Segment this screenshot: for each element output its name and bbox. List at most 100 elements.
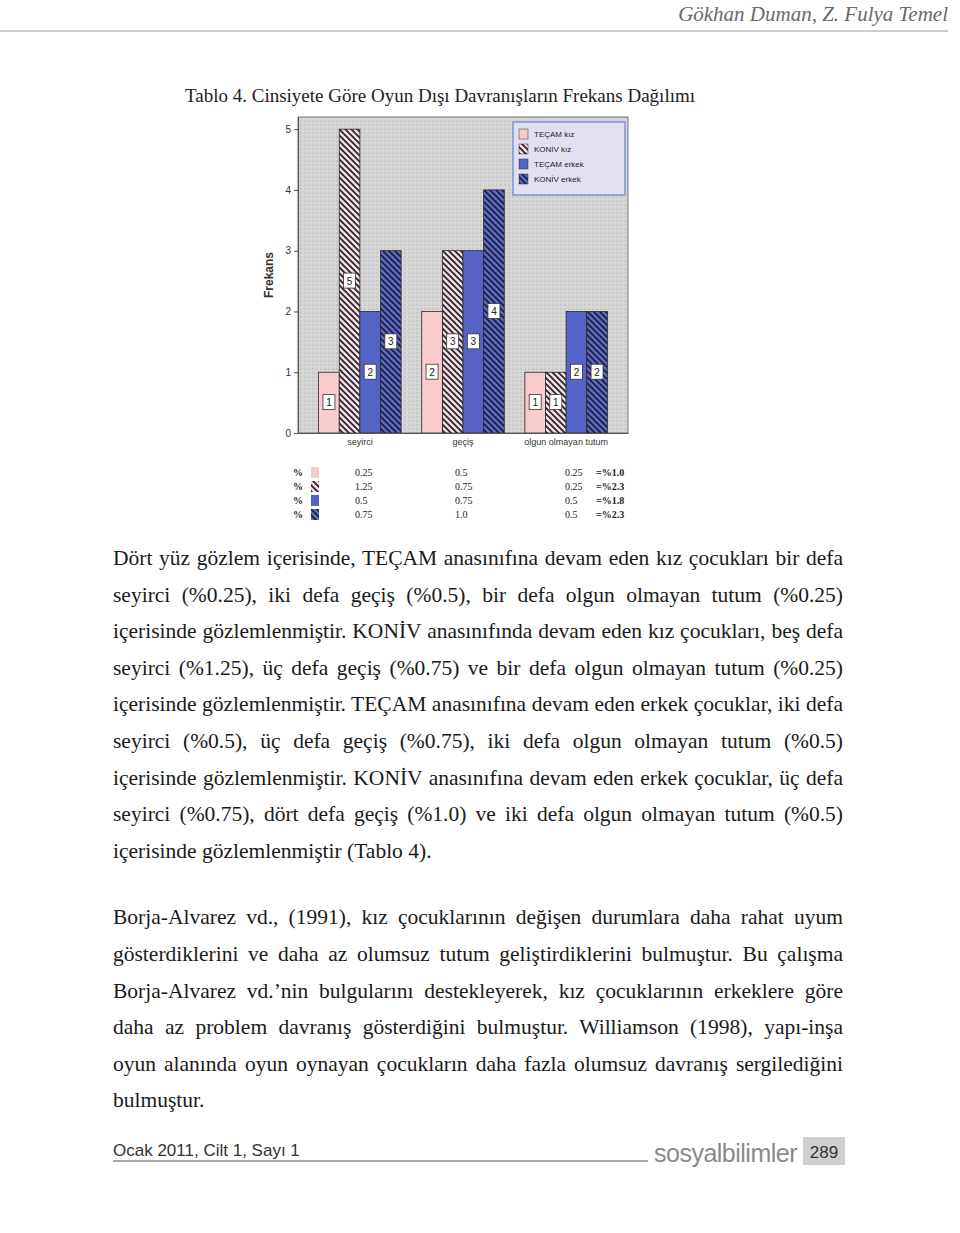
data-label-box bbox=[550, 395, 562, 410]
data-label-box bbox=[364, 364, 376, 379]
data-label-box bbox=[591, 364, 603, 379]
y-tick-label: 4 bbox=[285, 185, 291, 196]
bar bbox=[360, 311, 381, 433]
footer-rule bbox=[113, 1161, 648, 1162]
bar bbox=[566, 311, 587, 433]
data-label: 2 bbox=[367, 367, 373, 378]
data-label: 2 bbox=[429, 367, 435, 378]
data-label-box bbox=[344, 273, 356, 288]
percent-swatch bbox=[311, 481, 319, 492]
bar bbox=[422, 311, 443, 433]
bar bbox=[463, 251, 484, 433]
percent-cell: 1.25 bbox=[355, 481, 373, 492]
percent-symbol: % bbox=[293, 481, 303, 492]
percent-total: =%2.3 bbox=[596, 509, 624, 520]
data-labels: 121531232342 bbox=[323, 273, 603, 410]
y-tick: 4 bbox=[285, 185, 298, 196]
legend: TEÇAM kızKONİV kızTEÇAM erkekKONİV erkek bbox=[513, 122, 625, 195]
data-label-box bbox=[467, 334, 479, 349]
y-tick-mark bbox=[294, 372, 298, 373]
bar bbox=[381, 251, 402, 433]
y-tick-label: 0 bbox=[285, 428, 291, 439]
percent-cell: 0.25 bbox=[355, 467, 373, 478]
y-tick-mark bbox=[294, 190, 298, 191]
y-tick-mark bbox=[294, 311, 298, 312]
x-axis-line bbox=[299, 433, 629, 434]
header-authors: Gökhan Duman, Z. Fulya Temel bbox=[678, 2, 948, 26]
plot-frame bbox=[298, 117, 628, 433]
percent-symbol: % bbox=[293, 467, 303, 478]
percent-cell: 1.0 bbox=[455, 509, 468, 520]
percent-cell: 0.5 bbox=[355, 495, 368, 506]
legend-swatch bbox=[519, 174, 528, 184]
data-label-box bbox=[385, 334, 397, 349]
data-label-box bbox=[529, 395, 541, 410]
bars bbox=[319, 129, 608, 433]
data-label-box bbox=[323, 395, 335, 410]
legend-swatch bbox=[519, 159, 528, 169]
percent-cell: 0.5 bbox=[565, 495, 578, 506]
data-label: 1 bbox=[553, 397, 559, 408]
legend-swatch bbox=[519, 144, 528, 154]
data-label: 3 bbox=[388, 336, 394, 347]
x-tick-label: olgun olmayan tutum bbox=[524, 437, 608, 447]
bar bbox=[587, 311, 608, 433]
percent-total: =%2.3 bbox=[596, 481, 624, 492]
paragraph: Dört yüz gözlem içerisinde, TEÇAM anasın… bbox=[113, 540, 843, 869]
bar bbox=[484, 190, 505, 433]
data-label: 3 bbox=[450, 336, 456, 347]
percent-total: =%1.8 bbox=[596, 495, 624, 506]
y-tick: 5 bbox=[285, 124, 298, 135]
legend-label: KONİV erkek bbox=[534, 175, 582, 184]
percent-cell: 0.75 bbox=[455, 495, 473, 506]
legend-label: TEÇAM erkek bbox=[534, 160, 585, 169]
data-label: 1 bbox=[532, 397, 538, 408]
percent-cell: 0.25 bbox=[565, 481, 583, 492]
percent-swatch bbox=[311, 509, 319, 520]
bar bbox=[546, 372, 567, 433]
bar bbox=[339, 129, 360, 433]
paragraph: Borja-Alvarez vd., (1991), kız çocukları… bbox=[113, 899, 843, 1119]
bar bbox=[442, 251, 463, 433]
legend-swatch bbox=[519, 129, 528, 139]
footer-journal: sosyalbilimler bbox=[654, 1139, 797, 1167]
y-tick: 1 bbox=[285, 367, 298, 378]
y-tick: 3 bbox=[285, 245, 298, 256]
footer-page: 289 bbox=[810, 1143, 838, 1162]
x-tick-label: geçiş bbox=[452, 437, 474, 447]
percent-cell: 0.5 bbox=[455, 467, 468, 478]
data-label: 1 bbox=[326, 397, 332, 408]
data-label-box bbox=[426, 364, 438, 379]
page-graphics: Gökhan Duman, Z. Fulya Temel Tablo 4. Cin… bbox=[0, 0, 960, 1233]
data-label: 5 bbox=[347, 276, 353, 287]
data-label: 2 bbox=[594, 367, 600, 378]
bar bbox=[525, 372, 546, 433]
page: Gökhan Duman, Z. Fulya Temel Tablo 4. Cin… bbox=[0, 0, 960, 1233]
data-label-box bbox=[488, 303, 500, 318]
footer-page-box bbox=[803, 1137, 845, 1165]
legend-box bbox=[513, 122, 625, 195]
body-text: Dört yüz gözlem içerisinde, TEÇAM anasın… bbox=[113, 540, 843, 1149]
data-label: 3 bbox=[471, 336, 477, 347]
bar bbox=[319, 372, 340, 433]
x-tick: olgun olmayan tutum bbox=[524, 433, 608, 447]
x-tick: geçiş bbox=[452, 433, 474, 447]
y-axis-title: Frekans bbox=[262, 252, 276, 298]
y-tick: 0 bbox=[285, 428, 298, 439]
data-label: 4 bbox=[491, 306, 497, 317]
table-caption: Tablo 4. Cinsiyete Göre Oyun Dışı Davran… bbox=[185, 85, 695, 106]
plot-background bbox=[298, 117, 628, 433]
data-label-box bbox=[447, 334, 459, 349]
percent-symbol: % bbox=[293, 509, 303, 520]
data-label-box bbox=[570, 364, 582, 379]
legend-label: KONİV kız bbox=[534, 145, 571, 154]
y-tick-label: 3 bbox=[285, 245, 291, 256]
x-tick: seyirci bbox=[347, 433, 373, 447]
y-axis-line bbox=[298, 118, 299, 434]
y-tick-label: 2 bbox=[285, 306, 291, 317]
y-tick: 2 bbox=[285, 306, 298, 317]
percent-cell: 0.25 bbox=[565, 467, 583, 478]
x-tick-label: seyirci bbox=[347, 437, 373, 447]
footer-issue: Ocak 2011, Cilt 1, Sayı 1 bbox=[113, 1141, 300, 1160]
header-rule bbox=[0, 31, 948, 32]
